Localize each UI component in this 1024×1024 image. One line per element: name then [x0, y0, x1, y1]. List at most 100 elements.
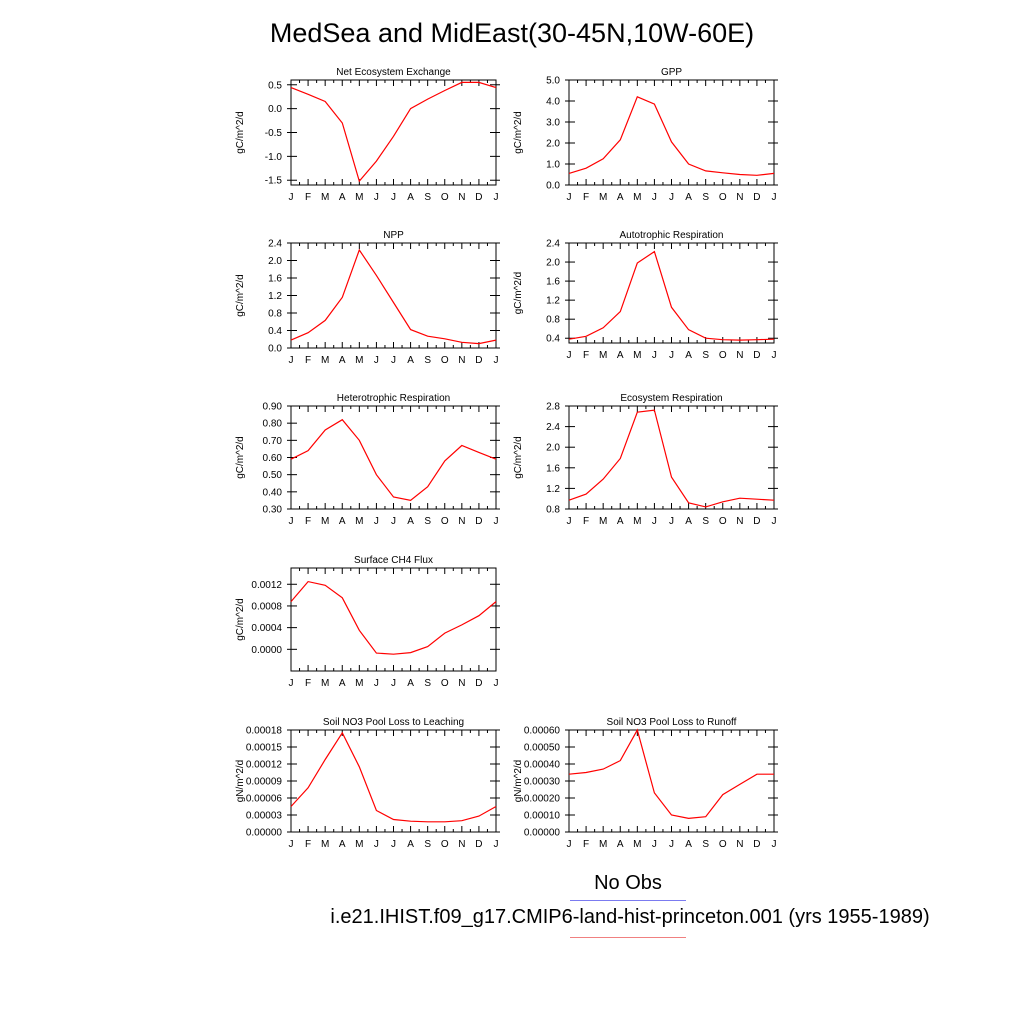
y-tick-label: 0.00003 [246, 811, 283, 822]
x-tick-label: J [289, 192, 294, 203]
x-tick-label: D [475, 355, 482, 366]
x-tick-label: A [617, 839, 624, 850]
x-tick-label: O [441, 678, 449, 689]
x-tick-label: D [753, 839, 760, 850]
x-tick-label: D [475, 192, 482, 203]
y-tick-label: 1.6 [546, 277, 560, 288]
x-tick-label: M [355, 678, 363, 689]
x-tick-label: F [583, 839, 589, 850]
x-tick-label: M [321, 516, 329, 527]
legend-obs-line [570, 900, 686, 901]
y-tick-label: 2.8 [546, 402, 560, 413]
y-tick-label: 0.30 [263, 505, 283, 516]
x-tick-label: J [567, 350, 572, 361]
x-tick-label: F [583, 192, 589, 203]
y-axis-label: gN/m^2/d [235, 760, 246, 803]
x-tick-label: S [424, 192, 431, 203]
x-tick-label: O [719, 839, 727, 850]
plot-frame [290, 567, 497, 672]
x-tick-label: J [494, 516, 499, 527]
x-tick-label: N [736, 192, 743, 203]
x-tick-label: A [617, 516, 624, 527]
y-tick-label: 2.0 [268, 256, 282, 267]
y-tick-label: -0.5 [265, 128, 283, 139]
plot-frame [290, 729, 497, 833]
y-tick-label: 2.0 [546, 258, 560, 269]
x-tick-label: A [407, 678, 414, 689]
x-tick-label: N [736, 839, 743, 850]
x-tick-label: A [339, 192, 346, 203]
y-tick-label: -1.5 [265, 176, 283, 187]
x-tick-label: S [702, 839, 709, 850]
series-line [568, 409, 775, 508]
plot-frame [568, 405, 775, 510]
x-tick-label: J [391, 192, 396, 203]
x-tick-label: M [599, 350, 607, 361]
y-tick-label: 0.4 [268, 326, 282, 337]
y-tick-label: 0.00050 [524, 743, 561, 754]
x-tick-label: J [669, 516, 674, 527]
y-tick-label: 0.40 [263, 487, 283, 498]
y-tick-label: 0.8 [546, 315, 560, 326]
x-tick-label: A [407, 355, 414, 366]
plot-frame [290, 405, 497, 510]
series-line [290, 418, 497, 502]
x-tick-label: J [772, 516, 777, 527]
x-tick-label: F [305, 839, 311, 850]
main-title: MedSea and MidEast(30-45N,10W-60E) [269, 18, 755, 48]
x-tick-label: J [374, 678, 379, 689]
x-tick-label: J [289, 516, 294, 527]
y-tick-label: -1.0 [265, 152, 283, 163]
panel-title: Soil NO3 Pool Loss to Leaching [323, 717, 464, 728]
x-tick-label: A [407, 516, 414, 527]
x-tick-label: J [669, 350, 674, 361]
y-tick-label: 2.4 [546, 239, 560, 250]
x-tick-label: N [736, 350, 743, 361]
series-line [568, 250, 775, 341]
y-tick-label: 0.00020 [524, 794, 561, 805]
y-tick-label: 0.60 [263, 453, 283, 464]
x-tick-label: S [702, 350, 709, 361]
y-tick-label: 0.4 [546, 334, 560, 345]
y-tick-label: 0.00000 [246, 828, 283, 839]
panel-title: Heterotrophic Respiration [337, 393, 450, 404]
y-tick-label: 0.00018 [246, 726, 283, 737]
y-tick-label: 0.5 [268, 80, 282, 91]
plot-frame [290, 79, 497, 186]
panel-title: Soil NO3 Pool Loss to Runoff [607, 717, 737, 728]
x-tick-label: A [685, 516, 692, 527]
series-line [568, 96, 775, 176]
x-tick-label: M [355, 516, 363, 527]
x-tick-label: A [407, 192, 414, 203]
y-tick-label: 0.0012 [251, 580, 282, 591]
series-line [290, 81, 497, 183]
x-tick-label: M [321, 678, 329, 689]
x-tick-label: A [339, 678, 346, 689]
x-tick-label: S [702, 516, 709, 527]
y-tick-label: 2.0 [546, 139, 560, 150]
x-tick-label: M [633, 192, 641, 203]
y-tick-label: 0.00040 [524, 760, 561, 771]
x-tick-label: J [567, 516, 572, 527]
x-tick-label: F [305, 355, 311, 366]
x-tick-label: F [305, 516, 311, 527]
plot-frame [568, 79, 775, 186]
x-tick-label: D [475, 516, 482, 527]
plot-frame [568, 242, 775, 344]
y-axis-label: gC/m^2/d [235, 436, 246, 479]
y-tick-label: 0.00012 [246, 760, 283, 771]
x-tick-label: M [321, 192, 329, 203]
panel-7: Soil NO3 Pool Loss to Leaching gN/m^2/d J F… [235, 717, 500, 850]
series-line [568, 728, 774, 820]
x-tick-label: O [441, 839, 449, 850]
x-tick-label: J [374, 355, 379, 366]
y-tick-label: 0.8 [546, 505, 560, 516]
x-tick-label: J [391, 678, 396, 689]
x-tick-label: J [391, 839, 396, 850]
x-tick-label: N [458, 516, 465, 527]
legend-obs-label: No Obs [594, 872, 662, 894]
